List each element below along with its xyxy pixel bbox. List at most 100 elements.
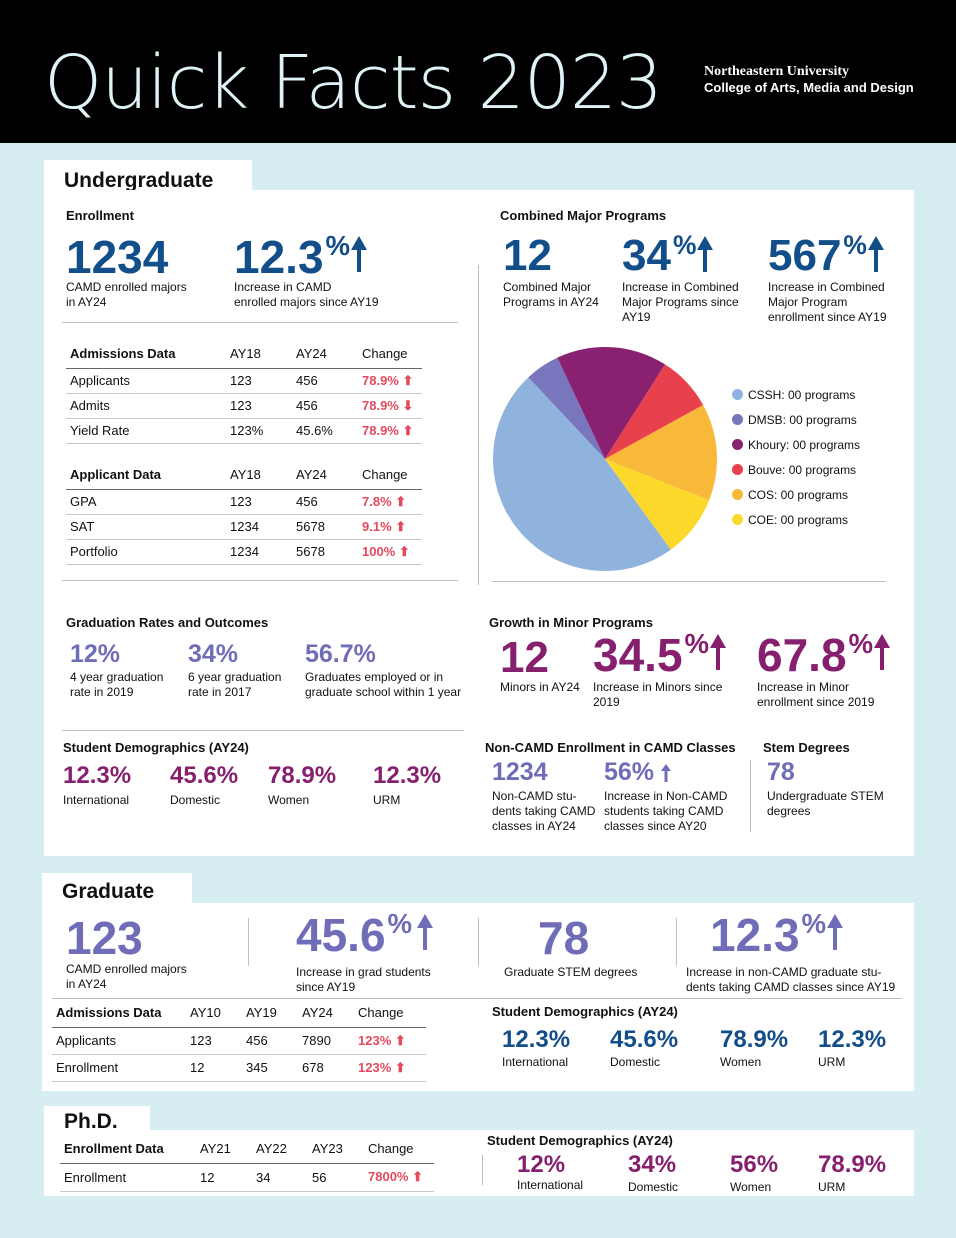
grad-noncamd-label: Increase in non-CAMD graduate stu-dents …: [686, 965, 896, 994]
noncamd-count-value: 1234: [492, 758, 548, 786]
minors-increase-label: Increase in Minors since 2019: [593, 680, 723, 709]
ug-international-label: International: [63, 793, 130, 807]
grad-domestic-value: 45.6%: [610, 1026, 679, 1053]
grad-admissions-table: Admissions Data AY10 AY19 AY24 Change Applic…: [52, 1005, 426, 1082]
phd-enrollment-table: Enrollment Data AY21 AY22 AY23 Change Enroll…: [60, 1141, 434, 1192]
combined-enrollment-label: Increase in Combined Major Program enrollm…: [768, 280, 887, 324]
applicant-table: Applicant Data AY18 AY24 Change GPA 123 456 7.…: [66, 467, 422, 565]
table-row: Portfolio 1234 5678 100% ⬆: [66, 539, 422, 565]
grad-urm-value: 12.3%: [818, 1026, 887, 1053]
ug-urm-label: URM: [373, 793, 401, 807]
ug-women-label: Women: [268, 793, 310, 807]
combined-heading: Combined Major Programs: [500, 208, 667, 223]
divider: [248, 918, 249, 966]
grad-international-value: 12.3%: [502, 1026, 571, 1053]
ug-domestic-value: 45.6%: [170, 762, 239, 789]
phd-domestic-value: 34%: [628, 1151, 677, 1178]
up-arrow-icon: ⬆: [412, 1169, 424, 1184]
legend-swatch: [732, 389, 743, 400]
phd-tab: Ph.D.: [44, 1106, 150, 1134]
grad-international-label: International: [502, 1055, 569, 1069]
combined-increase-value: 34%: [622, 232, 714, 278]
legend-label: COE: 00 programs: [748, 512, 849, 527]
noncamd-count-label: Non-CAMD stu-dents taking CAMD classes in…: [492, 789, 596, 833]
table-row: SAT 1234 5678 9.1% ⬆: [66, 514, 422, 540]
phd-demographics-heading: Student Demographics (AY24): [487, 1133, 673, 1148]
noncamd-increase-value: 56%: [604, 760, 672, 785]
pie-slice-bouve: [605, 364, 704, 459]
up-arrow-icon: ⬆: [394, 1059, 406, 1075]
up-arrow-icon: [827, 914, 844, 950]
table-header-row: Applicant Data AY18 AY24 Change: [66, 467, 422, 490]
divider: [478, 918, 479, 966]
legend-swatch: [732, 439, 743, 450]
grad-rate-4yr-value: 12%: [70, 640, 121, 668]
enrollment-heading: Enrollment: [66, 208, 134, 223]
up-arrow-icon: ⬆: [402, 422, 414, 438]
up-arrow-icon: ⬆: [402, 372, 414, 388]
pie-legend: CSSH: 00 programs DMSB: 00 programs Khoury…: [732, 382, 860, 532]
up-arrow-icon: ⬆: [395, 493, 407, 509]
table-row: Applicants 123 456 7890 123% ⬆: [52, 1027, 426, 1055]
grad-majors-label: CAMD enrolled majors in AY24: [66, 962, 187, 991]
divider: [492, 581, 886, 582]
legend-item: COS: 00 programs: [732, 482, 860, 507]
legend-item: DMSB: 00 programs: [732, 407, 860, 432]
legend-item: CSSH: 00 programs: [732, 382, 860, 407]
minors-increase-value: 34.5%: [593, 630, 727, 678]
divider: [750, 760, 751, 832]
legend-swatch: [732, 489, 743, 500]
legend-label: Bouve: 00 programs: [748, 462, 857, 477]
minors-count-value: 12: [500, 633, 549, 682]
grad-rate-4yr-label: 4 year graduation rate in 2019: [70, 670, 164, 699]
phd-domestic-label: Domestic: [628, 1180, 679, 1194]
grad-women-label: Women: [720, 1055, 762, 1069]
noncamd-increase-label: Increase in Non-CAMD students taking CAMD…: [604, 789, 728, 833]
undergrad-tab: Undergraduate: [44, 160, 252, 192]
legend-item: COE: 00 programs: [732, 507, 860, 532]
grad-noncamd-value: 12.3%: [710, 910, 844, 958]
divider: [676, 918, 677, 966]
pie-slice-cos: [605, 405, 717, 501]
grad-women-value: 78.9%: [720, 1026, 789, 1053]
grad-majors-value: 123: [66, 912, 143, 964]
table-row: Enrollment 12 34 56 7800% ⬆: [60, 1163, 434, 1192]
stem-heading: Stem Degrees: [763, 740, 850, 755]
table-row: Enrollment 12 345 678 123% ⬆: [52, 1054, 426, 1082]
up-arrow-icon: ⬆: [395, 518, 407, 534]
majors-increase-label: Increase in CAMD enrolled majors since AY…: [234, 280, 379, 309]
up-arrow-icon: [417, 914, 434, 950]
up-arrow-icon: [710, 634, 727, 670]
graduation-heading: Graduation Rates and Outcomes: [66, 615, 269, 630]
page-title: Quick Facts 2023: [44, 40, 663, 126]
grad-rate-6yr-value: 34%: [188, 640, 239, 668]
combined-programs-value: 12: [503, 231, 552, 280]
divider: [478, 265, 479, 585]
combined-enrollment-value: 567%: [768, 232, 885, 278]
legend-swatch: [732, 514, 743, 525]
legend-swatch: [732, 414, 743, 425]
table-header-row: Admissions Data AY10 AY19 AY24 Change: [52, 1005, 426, 1028]
ug-international-value: 12.3%: [63, 762, 132, 789]
stem-label: Undergraduate STEM degrees: [767, 789, 884, 818]
grad-stem-value: 78: [538, 912, 590, 964]
up-arrow-icon: [661, 764, 672, 782]
legend-label: COS: 00 programs: [748, 487, 849, 502]
divider: [482, 1155, 483, 1185]
grad-domestic-label: Domestic: [610, 1055, 661, 1069]
down-arrow-icon: ⬇: [402, 397, 414, 413]
divider: [62, 580, 458, 581]
phd-women-label: Women: [730, 1180, 772, 1194]
pie-slice-coe: [605, 459, 710, 550]
pie-slice-dmsb: [528, 357, 605, 459]
legend-label: CSSH: 00 programs: [748, 387, 856, 402]
phd-international-label: International: [517, 1178, 584, 1192]
minors-count-label: Minors in AY24: [500, 680, 580, 694]
up-arrow-icon: [351, 236, 368, 272]
university-name: Northeastern University: [704, 64, 850, 79]
table-row: Admits 123 456 78.9% ⬇: [66, 393, 422, 419]
legend-label: Khoury: 00 programs: [748, 437, 861, 452]
grad-increase-label: Increase in grad students since AY19: [296, 965, 431, 994]
employed-label: Graduates employed or in graduate school …: [305, 670, 462, 699]
table-header-row: Admissions Data AY18 AY24 Change: [66, 346, 422, 369]
